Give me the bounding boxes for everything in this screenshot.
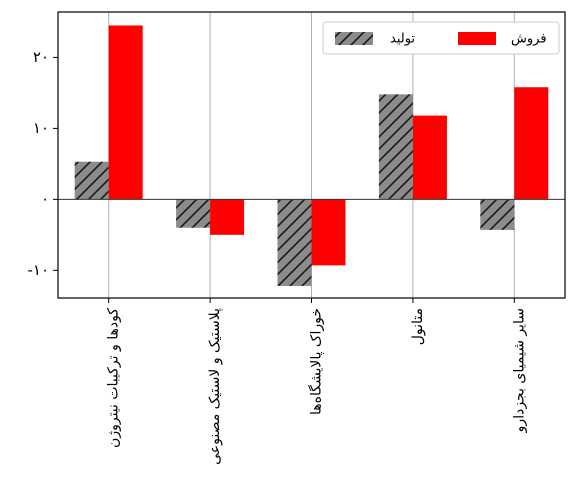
bar-sales [311,199,346,266]
legend-swatch [458,32,496,45]
y-tick-label: ۰ [41,190,49,208]
x-tick-label: پلاستیک و لاستیک مصنوعی [207,308,223,465]
bars-layer [74,25,549,286]
x-tick-label: کودها و ترکیبات نیتروژن [106,308,122,448]
y-tick-label: ۱۰ [33,119,49,137]
bar-production [277,199,312,286]
x-tick-label: خوراک پالایشگاه‌ها [308,308,325,415]
x-axis: کودها و ترکیبات نیتروژن پلاستیک و لاستیک … [106,298,527,465]
bar-production [480,199,515,230]
bar-production [176,199,211,228]
bar-production [378,94,413,200]
legend-label: فروش [511,32,547,47]
bar-sales [412,115,447,200]
legend-label: تولید [390,32,415,47]
y-axis: -۱۰ ۰ ۱۰ ۲۰ [27,48,58,279]
bar-sales [210,199,245,235]
x-tick-label: متانول [410,308,426,345]
bar-sales [514,87,549,200]
legend-swatch [335,32,373,45]
y-tick-label: -۱۰ [27,261,49,279]
legend-box [322,21,560,55]
x-tick-label: سایر شیمیای بجزدارو [511,308,527,433]
bar-sales [108,25,143,200]
legend: تولید فروش [322,21,560,55]
y-tick-label: ۲۰ [33,48,49,66]
bar-production [74,161,109,200]
